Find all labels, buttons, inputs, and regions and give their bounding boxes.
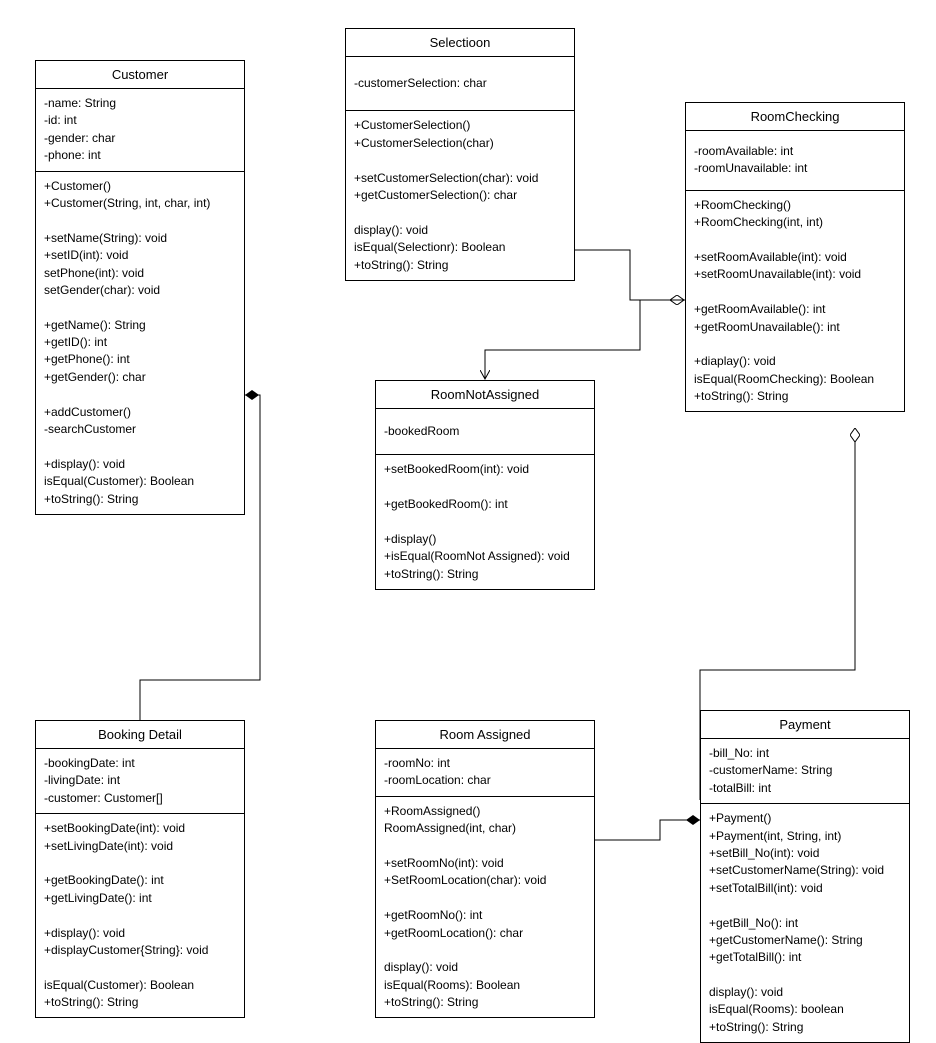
edge-roomchecking-roomnotassigned xyxy=(485,300,685,379)
class-operations: +Payment() +Payment(int, String, int) +s… xyxy=(701,804,909,1042)
class-customer: Customer -name: String -id: int -gender:… xyxy=(35,60,245,515)
class-operations: +CustomerSelection() +CustomerSelection(… xyxy=(346,111,574,280)
class-title: Room Assigned xyxy=(376,721,594,749)
class-room-assigned: Room Assigned -roomNo: int -roomLocation… xyxy=(375,720,595,1018)
class-attributes: -bill_No: int -customerName: String -tot… xyxy=(701,739,909,804)
class-booking-detail: Booking Detail -bookingDate: int -living… xyxy=(35,720,245,1018)
class-operations: +RoomAssigned() RoomAssigned(int, char) … xyxy=(376,797,594,1018)
class-operations: +RoomChecking() +RoomChecking(int, int) … xyxy=(686,191,904,412)
class-title: Booking Detail xyxy=(36,721,244,749)
class-selection: Selectioon -customerSelection: char +Cus… xyxy=(345,28,575,281)
class-title: RoomChecking xyxy=(686,103,904,131)
class-operations: +setBookingDate(int): void +setLivingDat… xyxy=(36,814,244,1017)
class-payment: Payment -bill_No: int -customerName: Str… xyxy=(700,710,910,1043)
class-attributes: -name: String -id: int -gender: char -ph… xyxy=(36,89,244,172)
class-operations: +Customer() +Customer(String, int, char,… xyxy=(36,172,244,514)
class-attributes: -bookedRoom xyxy=(376,409,594,455)
class-room-checking: RoomChecking -roomAvailable: int -roomUn… xyxy=(685,102,905,412)
class-attributes: -roomNo: int -roomLocation: char xyxy=(376,749,594,797)
class-room-not-assigned: RoomNotAssigned -bookedRoom +setBookedRo… xyxy=(375,380,595,590)
class-title: Selectioon xyxy=(346,29,574,57)
edge-payment-roomassigned xyxy=(595,820,700,840)
class-title: RoomNotAssigned xyxy=(376,381,594,409)
class-attributes: -customerSelection: char xyxy=(346,57,574,111)
class-attributes: -bookingDate: int -livingDate: int -cust… xyxy=(36,749,244,814)
class-operations: +setBookedRoom(int): void +getBookedRoom… xyxy=(376,455,594,589)
class-attributes: -roomAvailable: int -roomUnavailable: in… xyxy=(686,131,904,191)
class-title: Payment xyxy=(701,711,909,739)
edge-selection-roomchecking xyxy=(575,250,684,300)
class-title: Customer xyxy=(36,61,244,89)
